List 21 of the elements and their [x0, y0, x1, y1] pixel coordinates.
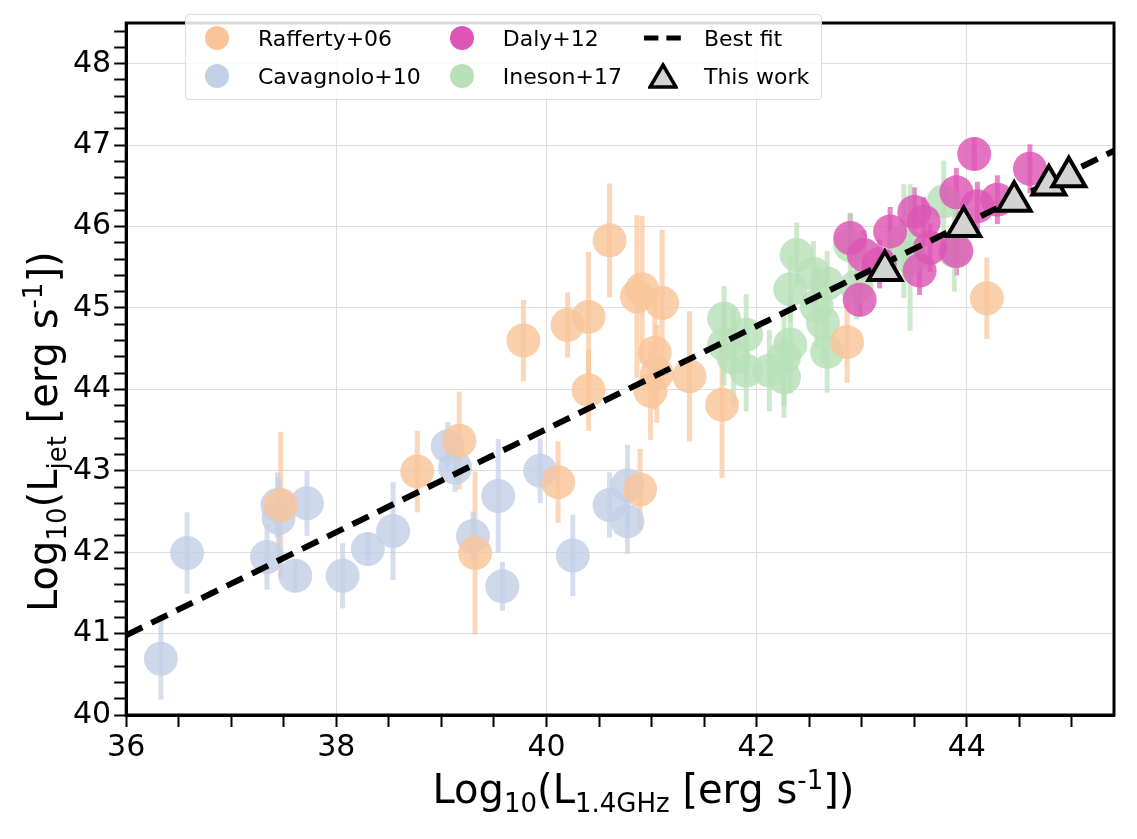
legend-label: Daly+12: [502, 25, 599, 51]
legend-label: Cavagnolo+10: [258, 63, 421, 89]
x-tick-label: 36: [107, 727, 146, 763]
y-tick-label: 48: [72, 43, 112, 79]
legend-label: This work: [703, 63, 810, 89]
y-tick-label: 41: [72, 613, 112, 649]
y-tick-label: 47: [72, 124, 112, 160]
y-tick-label: 40: [72, 694, 112, 730]
y-tick-label: 44: [72, 369, 112, 405]
x-tick-label: 42: [737, 727, 776, 763]
x-tick-label: 44: [947, 727, 986, 763]
x-tick-label: 38: [317, 727, 356, 763]
legend-label: Ineson+17: [502, 63, 622, 89]
legend-label: Rafferty+06: [258, 25, 393, 51]
y-tick-label: 45: [72, 287, 112, 323]
x-axis-title: Log$_{10}$(L$_{1.4GHz}$ [erg s$^{-1}$]): [431, 765, 856, 819]
y-tick-label: 43: [72, 450, 112, 486]
y-tick-label: 46: [72, 206, 112, 242]
legend-label: Best fit: [703, 25, 783, 51]
y-tick-label: 42: [72, 531, 112, 567]
x-tick-label: 40: [527, 727, 566, 763]
